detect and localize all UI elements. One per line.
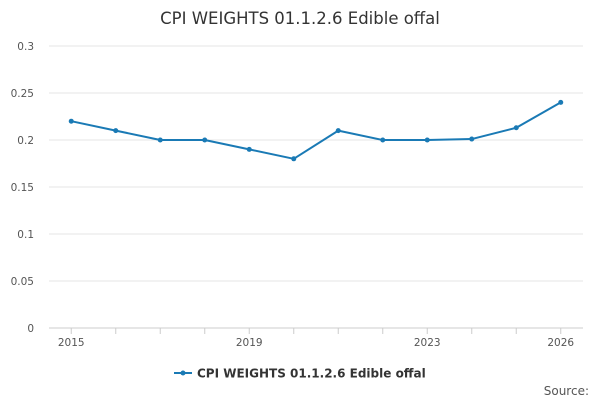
grid-layer	[49, 45, 583, 334]
x-tick-label: 2026	[547, 337, 574, 349]
legend-entry-label: CPI WEIGHTS 01.1.2.6 Edible offal	[197, 367, 426, 381]
data-point[interactable]	[68, 118, 74, 124]
data-point[interactable]	[380, 137, 386, 143]
y-tick-label: 0.05	[11, 276, 34, 288]
data-point[interactable]	[469, 136, 475, 142]
x-tick-label: 2015	[58, 337, 85, 349]
legend[interactable]: CPI WEIGHTS 01.1.2.6 Edible offal	[174, 367, 426, 381]
y-tick-label: 0.15	[11, 182, 34, 194]
legend-dot-marker	[180, 370, 186, 376]
data-point[interactable]	[246, 146, 252, 152]
x-tick-label: 2023	[414, 337, 441, 349]
chart-title: CPI WEIGHTS 01.1.2.6 Edible offal	[160, 9, 440, 28]
x-tick-label: 2019	[236, 337, 263, 349]
data-point[interactable]	[424, 137, 430, 143]
y-tick-label: 0	[27, 323, 34, 335]
y-tick-label: 0.25	[11, 88, 34, 100]
data-point[interactable]	[513, 125, 519, 131]
y-tick-label: 0.3	[17, 41, 34, 53]
data-point[interactable]	[113, 128, 119, 134]
source-label: Source:	[544, 384, 589, 398]
y-tick-label: 0.2	[17, 135, 34, 147]
y-tick-labels: 0 0.05 0.1 0.15 0.2 0.25 0.3	[11, 41, 34, 335]
data-point[interactable]	[558, 99, 564, 105]
data-point[interactable]	[291, 156, 297, 162]
data-point[interactable]	[202, 137, 208, 143]
data-point[interactable]	[335, 128, 341, 134]
y-tick-label: 0.1	[17, 229, 34, 241]
series-layer	[68, 99, 564, 162]
data-point[interactable]	[157, 137, 163, 143]
x-tick-labels: 2015 2019 2023 2026	[58, 337, 575, 349]
series-line	[71, 101, 562, 160]
